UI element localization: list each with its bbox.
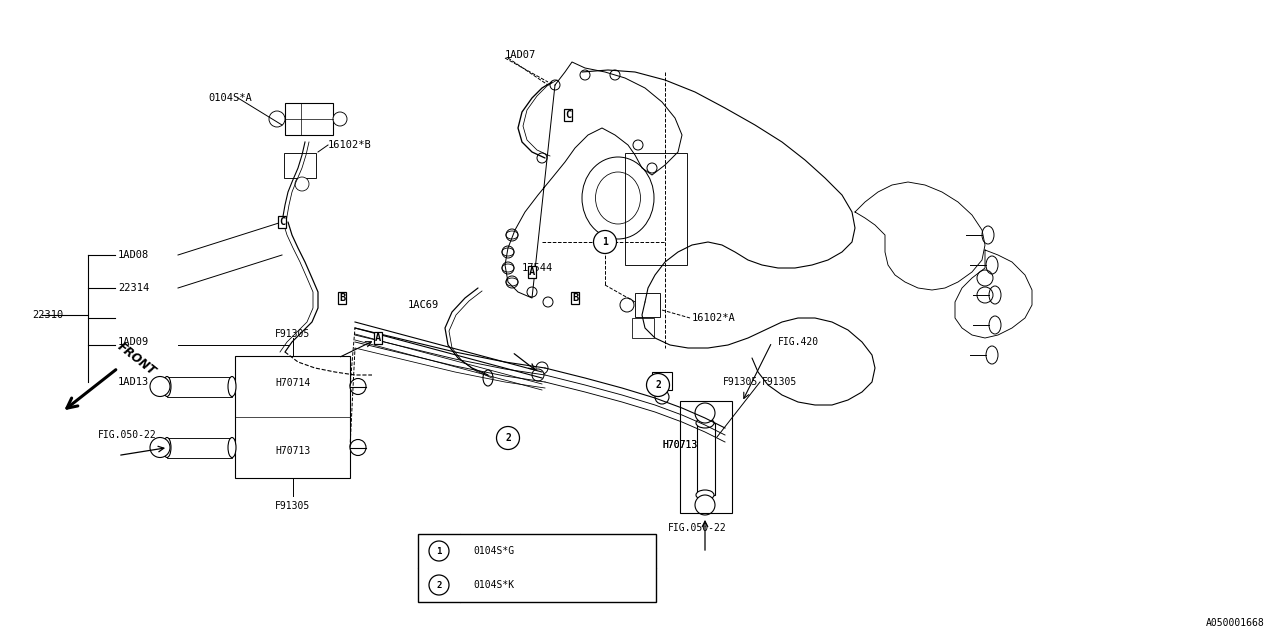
Circle shape (429, 575, 449, 595)
Text: H70713: H70713 (662, 440, 698, 450)
Ellipse shape (228, 376, 236, 397)
Ellipse shape (163, 438, 172, 458)
Text: FIG.050-22: FIG.050-22 (668, 523, 727, 533)
Circle shape (580, 70, 590, 80)
Circle shape (538, 153, 547, 163)
Bar (236, 356, 349, 478)
Circle shape (594, 230, 617, 253)
Circle shape (333, 112, 347, 126)
Circle shape (497, 426, 520, 449)
Bar (635, 293, 660, 317)
Circle shape (527, 287, 538, 297)
Circle shape (611, 70, 620, 80)
Text: F91305: F91305 (762, 377, 797, 387)
Ellipse shape (696, 418, 714, 428)
Circle shape (150, 438, 170, 458)
Text: H70713: H70713 (662, 440, 698, 450)
Text: 1AC69: 1AC69 (408, 300, 439, 310)
Circle shape (269, 111, 285, 127)
Text: C: C (564, 110, 571, 120)
Text: 22314: 22314 (118, 283, 150, 293)
Circle shape (655, 390, 669, 404)
Bar (166, 376, 232, 397)
Text: 0104S*A: 0104S*A (209, 93, 252, 103)
Text: A: A (529, 267, 535, 277)
Bar (285, 103, 333, 135)
Text: 17544: 17544 (522, 263, 553, 273)
Circle shape (646, 374, 669, 397)
Circle shape (294, 177, 308, 191)
Bar (698, 423, 716, 495)
Circle shape (532, 369, 544, 381)
Text: 1: 1 (602, 237, 608, 247)
Text: B: B (339, 293, 346, 303)
Circle shape (695, 495, 716, 515)
Text: H70713: H70713 (275, 446, 310, 456)
Circle shape (150, 376, 170, 397)
Circle shape (349, 440, 366, 456)
Text: 2: 2 (506, 433, 511, 443)
Ellipse shape (696, 490, 714, 500)
Text: 0104S*K: 0104S*K (474, 580, 515, 590)
Bar (284, 153, 316, 178)
Bar (419, 534, 657, 602)
Circle shape (620, 298, 634, 312)
Circle shape (349, 378, 366, 394)
Text: 1AD07: 1AD07 (506, 50, 536, 60)
Text: 1AD09: 1AD09 (118, 337, 150, 347)
Text: B: B (572, 293, 579, 303)
Text: F91305: F91305 (723, 377, 758, 387)
Text: 16102*A: 16102*A (692, 313, 736, 323)
Circle shape (429, 541, 449, 561)
Text: 2: 2 (655, 380, 660, 390)
Bar (625, 153, 687, 265)
Bar (632, 318, 654, 338)
Text: 1: 1 (436, 547, 442, 556)
Text: FIG.050-22: FIG.050-22 (99, 430, 156, 440)
Circle shape (646, 163, 657, 173)
Text: A: A (375, 333, 381, 343)
Text: 1AD08: 1AD08 (118, 250, 150, 260)
Bar (680, 401, 732, 513)
Circle shape (543, 297, 553, 307)
Circle shape (695, 403, 716, 423)
Text: 16102*B: 16102*B (328, 140, 371, 150)
Text: 22310: 22310 (32, 310, 63, 320)
Text: C: C (279, 217, 285, 227)
Circle shape (550, 80, 561, 90)
Text: F91305: F91305 (274, 501, 310, 511)
Circle shape (634, 140, 643, 150)
Text: 1AD13: 1AD13 (118, 377, 150, 387)
Ellipse shape (228, 438, 236, 458)
Circle shape (536, 362, 548, 374)
Text: FIG.420: FIG.420 (778, 337, 819, 347)
Bar (652, 372, 672, 390)
Text: 0104S*G: 0104S*G (474, 546, 515, 556)
Text: F91305: F91305 (274, 329, 310, 339)
Ellipse shape (163, 376, 172, 397)
Text: 2: 2 (436, 580, 442, 589)
Bar (166, 438, 232, 458)
Text: H70714: H70714 (275, 378, 310, 388)
Text: A050001668: A050001668 (1206, 618, 1265, 628)
Text: FRONT: FRONT (115, 340, 159, 378)
